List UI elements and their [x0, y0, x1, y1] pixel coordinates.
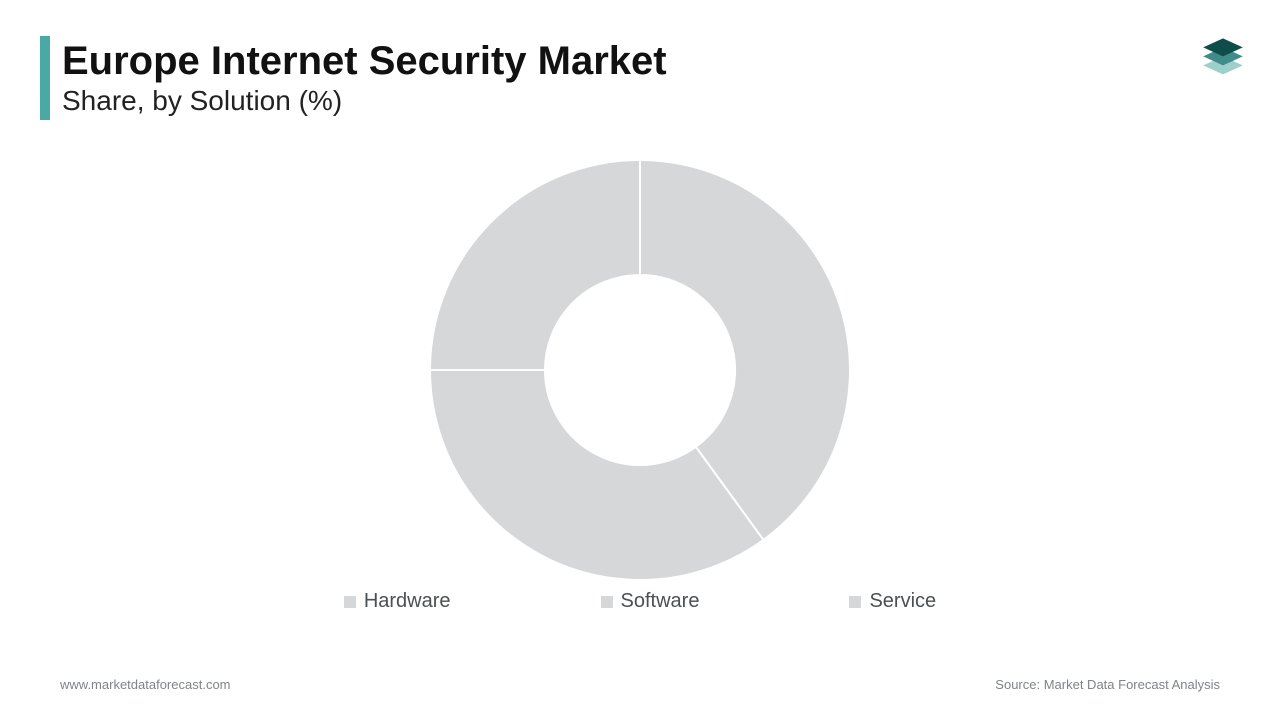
titles: Europe Internet Security Market Share, b… [62, 39, 667, 117]
legend-label: Software [621, 590, 700, 613]
donut-slice-software [430, 370, 763, 580]
page: Europe Internet Security Market Share, b… [0, 0, 1280, 720]
chart-container [0, 155, 1280, 585]
legend-swatch [601, 596, 613, 608]
legend-item-hardware: Hardware [344, 590, 451, 613]
donut-slice-service [430, 160, 640, 370]
donut-chart [425, 155, 855, 585]
brand-logo [1196, 24, 1250, 78]
page-subtitle: Share, by Solution (%) [62, 85, 667, 117]
legend-swatch [344, 596, 356, 608]
title-block: Europe Internet Security Market Share, b… [40, 36, 667, 120]
legend-item-software: Software [601, 590, 700, 613]
legend-swatch [849, 596, 861, 608]
legend-item-service: Service [849, 590, 936, 613]
footer-source: Source: Market Data Forecast Analysis [995, 677, 1220, 692]
layers-icon [1196, 24, 1250, 78]
legend: Hardware Software Service [0, 590, 1280, 613]
legend-label: Hardware [364, 590, 451, 613]
legend-label: Service [869, 590, 936, 613]
footer-url: www.marketdataforecast.com [60, 677, 231, 692]
page-title: Europe Internet Security Market [62, 39, 667, 83]
accent-bar [40, 36, 50, 120]
